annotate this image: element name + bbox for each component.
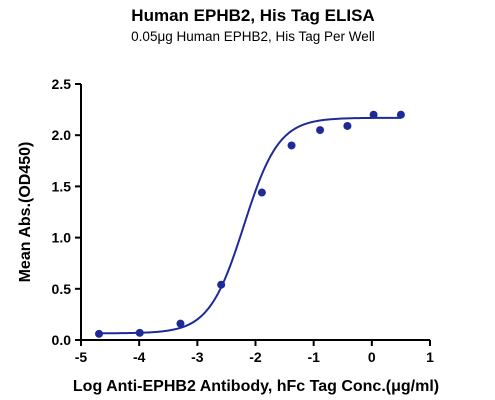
axes bbox=[80, 84, 430, 341]
y-tick-label: 0.0 bbox=[52, 332, 72, 348]
x-tick-label: -1 bbox=[307, 349, 320, 365]
x-tick-label: -4 bbox=[133, 349, 146, 365]
y-axis-ticks: 0.0 0.5 1.0 1.5 2.0 2.5 bbox=[52, 76, 81, 348]
data-point bbox=[343, 121, 352, 130]
data-point bbox=[135, 328, 144, 337]
data-points bbox=[95, 110, 405, 338]
data-point bbox=[396, 110, 405, 119]
x-axis-label: Log Anti-EPHB2 Antibody, hFc Tag Conc.(μ… bbox=[73, 378, 439, 395]
x-tick-label: -5 bbox=[75, 349, 88, 365]
data-point bbox=[369, 110, 378, 119]
chart-title: Human EPHB2, His Tag ELISA bbox=[131, 6, 374, 25]
y-tick-label: 2.5 bbox=[52, 76, 72, 92]
data-point bbox=[257, 188, 266, 197]
chart-subtitle: 0.05μg Human EPHB2, His Tag Per Well bbox=[131, 29, 375, 44]
y-axis-label: Mean Abs.(OD450) bbox=[17, 142, 34, 283]
y-tick-label: 1.5 bbox=[52, 178, 72, 194]
y-tick-label: 2.0 bbox=[52, 127, 72, 143]
data-point bbox=[95, 329, 104, 338]
x-tick-label: -3 bbox=[191, 349, 204, 365]
y-tick-label: 0.5 bbox=[52, 281, 72, 297]
x-tick-label: 1 bbox=[426, 349, 434, 365]
data-point bbox=[176, 319, 185, 328]
x-tick-label: -2 bbox=[249, 349, 262, 365]
y-tick-label: 1.0 bbox=[52, 230, 72, 246]
x-axis-ticks: -5 -4 -3 -2 -1 0 1 bbox=[75, 340, 434, 365]
x-tick-label: 0 bbox=[368, 349, 376, 365]
fit-curve bbox=[99, 116, 401, 335]
data-point bbox=[316, 126, 325, 135]
data-point bbox=[287, 141, 296, 150]
data-point bbox=[217, 280, 226, 289]
